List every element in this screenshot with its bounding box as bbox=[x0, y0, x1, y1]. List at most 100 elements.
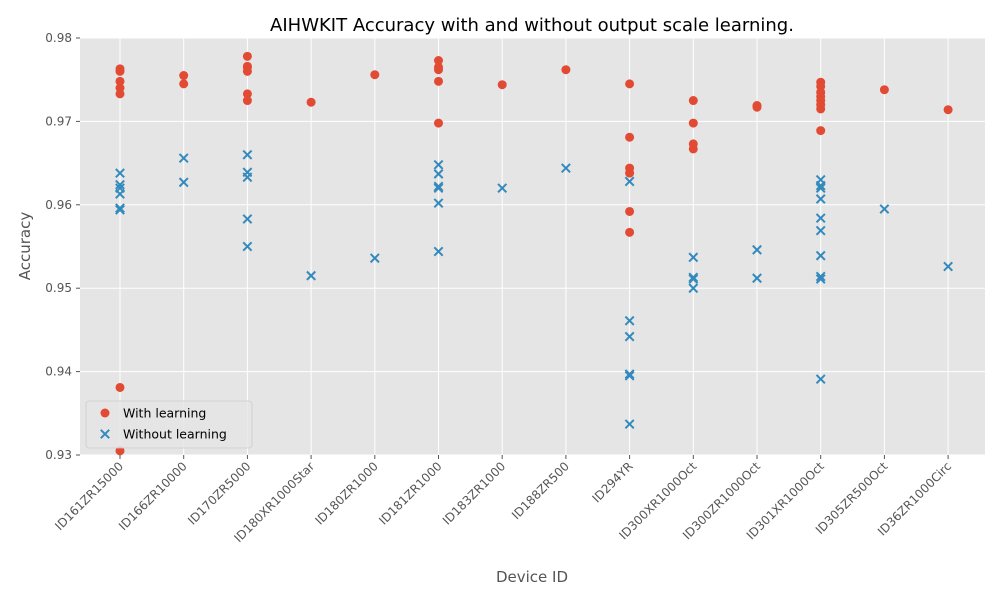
y-tick-label: 0.94 bbox=[45, 365, 72, 379]
point-with-learning bbox=[625, 132, 635, 142]
point-without-learning bbox=[815, 271, 826, 282]
point-without-learning bbox=[815, 274, 826, 284]
y-tick-label: 0.95 bbox=[45, 281, 72, 295]
point-without-learning bbox=[815, 183, 826, 194]
point-with-learning bbox=[879, 85, 889, 95]
point-without-learning bbox=[943, 261, 954, 272]
point-with-learning bbox=[943, 105, 953, 115]
point-without-learning bbox=[688, 283, 699, 294]
point-with-learning bbox=[434, 56, 443, 66]
x-tick-label: ID161ZR15000 bbox=[52, 459, 126, 533]
point-without-learning bbox=[369, 253, 380, 264]
y-tick-label: 0.98 bbox=[45, 31, 72, 45]
point-without-learning bbox=[433, 159, 444, 170]
point-without-learning bbox=[115, 189, 125, 199]
legend-label: With learning bbox=[123, 406, 206, 421]
point-without-learning bbox=[178, 177, 189, 188]
point-without-learning bbox=[433, 183, 444, 194]
point-with-learning bbox=[242, 66, 252, 76]
grid-lines bbox=[80, 37, 985, 456]
point-with-learning bbox=[561, 65, 571, 75]
legend-marker-circle bbox=[100, 408, 110, 418]
x-tick-label: ID181ZR1000 bbox=[376, 459, 444, 527]
point-without-learning bbox=[752, 273, 762, 284]
plot-area bbox=[80, 38, 985, 455]
point-without-learning bbox=[242, 172, 253, 183]
point-with-learning bbox=[242, 96, 252, 106]
point-without-learning bbox=[688, 274, 699, 284]
point-without-learning bbox=[815, 194, 826, 204]
point-with-learning bbox=[625, 168, 635, 178]
point-with-learning bbox=[688, 118, 698, 128]
point-without-learning bbox=[815, 250, 826, 261]
point-without-learning bbox=[433, 169, 444, 179]
y-tick-label: 0.97 bbox=[45, 114, 72, 128]
point-without-learning bbox=[624, 176, 635, 187]
point-without-learning bbox=[433, 198, 444, 209]
point-with-learning bbox=[115, 89, 125, 99]
point-with-learning bbox=[625, 206, 635, 216]
point-without-learning bbox=[433, 181, 444, 192]
point-with-learning bbox=[115, 446, 125, 456]
point-without-learning bbox=[115, 203, 125, 214]
point-without-learning bbox=[242, 214, 253, 224]
point-with-learning bbox=[242, 89, 252, 99]
point-without-learning bbox=[115, 204, 125, 215]
point-without-learning bbox=[433, 246, 444, 257]
point-without-learning bbox=[497, 183, 508, 194]
y-tick-label: 0.93 bbox=[45, 448, 72, 462]
data-points bbox=[115, 51, 954, 456]
point-without-learning bbox=[624, 369, 635, 380]
point-without-learning bbox=[624, 315, 635, 326]
point-without-learning bbox=[560, 163, 571, 174]
point-without-learning bbox=[178, 153, 189, 164]
point-with-learning bbox=[370, 70, 380, 80]
point-without-learning bbox=[815, 180, 826, 191]
x-tick-label: ID180ZR1000 bbox=[312, 459, 380, 527]
point-without-learning bbox=[624, 419, 635, 430]
y-axis-ticks: 0.93 0.94 0.95 0.96 0.97 0.98 bbox=[45, 31, 80, 462]
point-without-learning bbox=[752, 244, 762, 255]
point-without-learning bbox=[115, 168, 125, 179]
point-without-learning bbox=[242, 241, 253, 252]
point-with-learning bbox=[115, 382, 125, 392]
legend-marker-x bbox=[100, 429, 110, 439]
point-with-learning bbox=[434, 76, 443, 86]
chart-title: AIHWKIT Accuracy with and without output… bbox=[270, 15, 794, 36]
point-with-learning bbox=[688, 144, 698, 154]
point-without-learning bbox=[879, 204, 890, 214]
x-tick-label: ID170ZR5000 bbox=[185, 459, 253, 527]
point-without-learning bbox=[688, 252, 699, 263]
point-without-learning bbox=[624, 370, 635, 381]
point-with-learning bbox=[115, 66, 125, 76]
x-tick-label: ID166ZR10000 bbox=[116, 459, 190, 533]
point-with-learning bbox=[179, 71, 189, 81]
y-tick-label: 0.96 bbox=[45, 198, 72, 212]
point-with-learning bbox=[625, 79, 635, 89]
point-without-learning bbox=[624, 331, 635, 342]
legend-label: Without learning bbox=[123, 427, 227, 442]
point-without-learning bbox=[242, 149, 253, 160]
point-without-learning bbox=[815, 225, 826, 236]
legend-box bbox=[85, 400, 253, 449]
point-with-learning bbox=[752, 102, 762, 112]
point-with-learning bbox=[434, 118, 443, 128]
point-with-learning bbox=[688, 96, 698, 106]
point-with-learning bbox=[242, 51, 252, 61]
point-with-learning bbox=[115, 76, 125, 86]
point-without-learning bbox=[815, 213, 826, 224]
y-axis-label: Accuracy bbox=[16, 212, 34, 281]
point-without-learning bbox=[306, 270, 317, 281]
x-axis-label: Device ID bbox=[496, 568, 568, 586]
point-with-learning bbox=[625, 227, 635, 237]
x-tick-label: ID183ZR1000 bbox=[440, 459, 508, 527]
point-without-learning bbox=[115, 179, 125, 190]
x-tick-label: ID294YR bbox=[590, 459, 636, 505]
legend: With learning Without learning bbox=[85, 400, 253, 449]
point-with-learning bbox=[306, 97, 316, 107]
point-with-learning bbox=[816, 126, 826, 136]
x-tick-label: ID188ZR500 bbox=[509, 459, 572, 522]
point-with-learning bbox=[179, 79, 189, 89]
